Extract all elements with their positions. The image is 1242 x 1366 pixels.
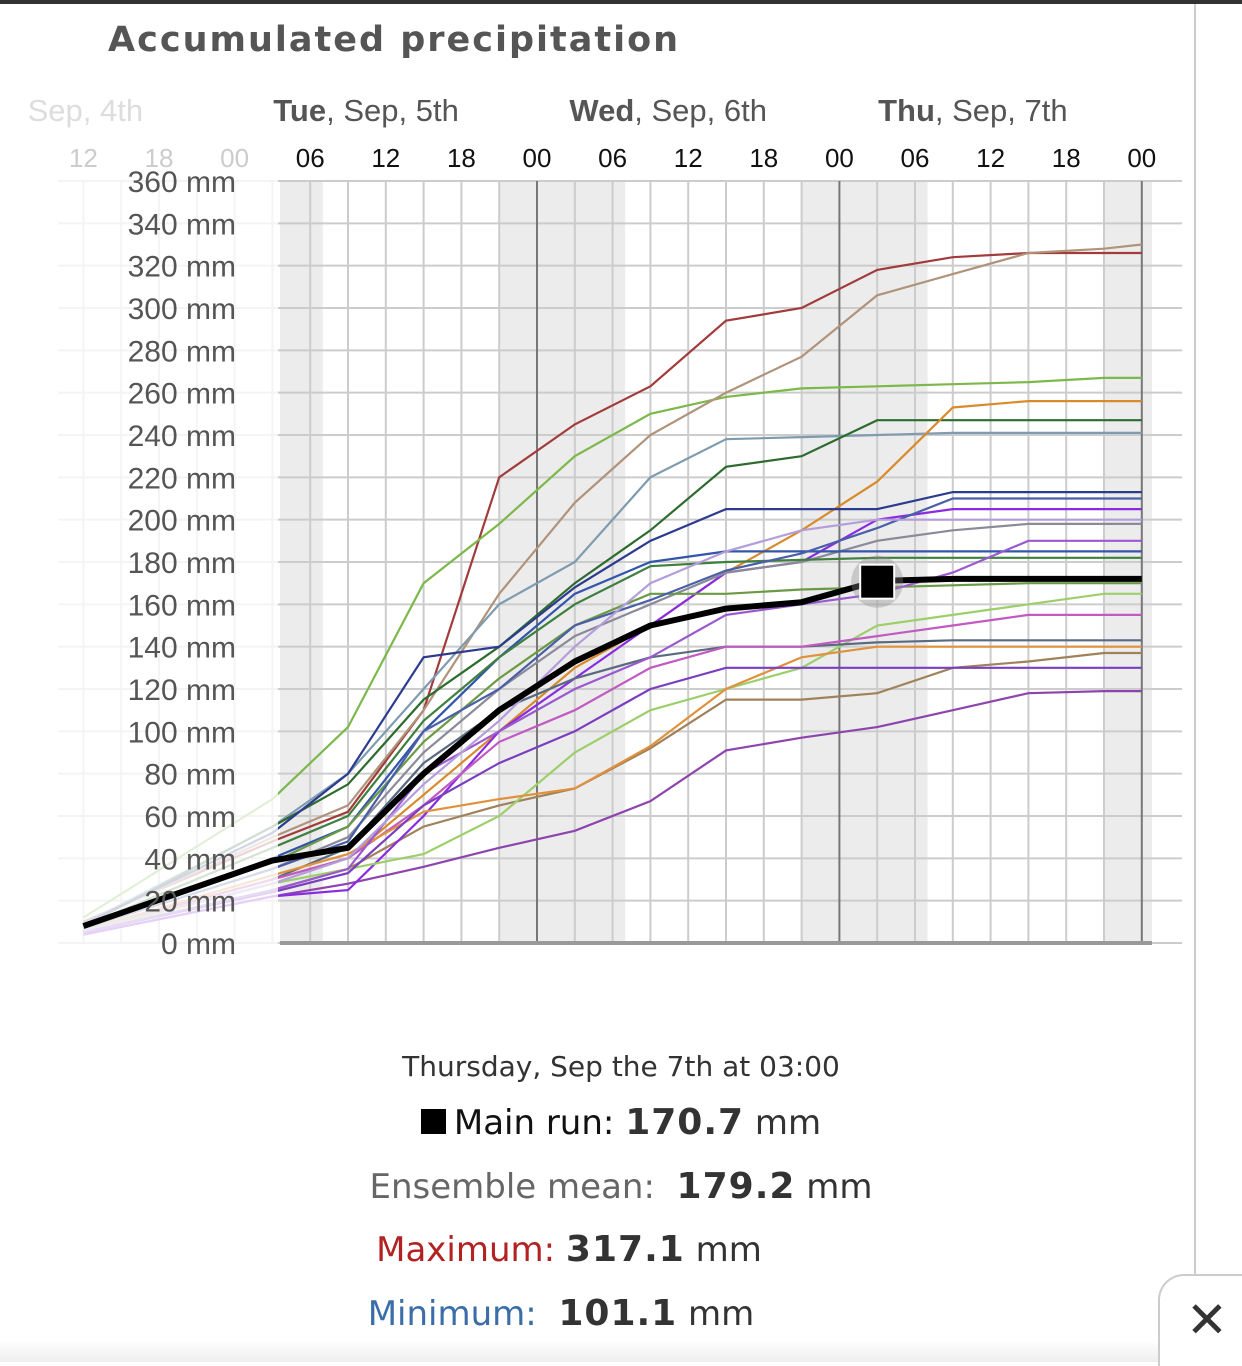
- ensemble-members: [82, 243, 1142, 936]
- ensemble-member-line: [82, 419, 1142, 928]
- close-button[interactable]: ✕: [1158, 1274, 1242, 1366]
- x-tick-label: 12: [976, 143, 1005, 173]
- x-axis-labels: 12 18 00 06 12 18 00 06 12 18 00 06 12 18 00 Sep, 4th Tu…: [28, 93, 1157, 173]
- y-tick-label: 100 mm: [128, 716, 236, 749]
- x-tick-label: 06: [901, 143, 930, 173]
- panel-right-border: [1194, 4, 1196, 1276]
- y-tick-label: 120 mm: [128, 674, 236, 707]
- ensemble-member-line: [83, 582, 1142, 930]
- mean-unit: mm: [806, 1167, 873, 1207]
- y-tick-label: 20 mm: [144, 886, 236, 919]
- ensemble-member-line: [83, 666, 1142, 934]
- y-tick-label: 220 mm: [128, 462, 236, 495]
- main-run-square-icon: [420, 1109, 446, 1134]
- bottom-edge: [0, 1340, 1160, 1362]
- tooltip-min: Minimum: 101.1 mm: [0, 1293, 1182, 1334]
- tooltip-max: Maximum: 317.1 mm: [0, 1229, 1190, 1270]
- main-run-label: Main run:: [453, 1103, 615, 1143]
- day-label-date: Sep, 4th: [28, 93, 143, 128]
- x-tick-label: 06: [296, 143, 325, 173]
- ensemble-member-line: [82, 431, 1142, 925]
- ensemble-member-line: [83, 508, 1142, 936]
- day-label-weekday: Wed: [569, 93, 634, 128]
- x-tick-label: 00: [1127, 143, 1156, 173]
- x-tick-label: 18: [145, 143, 174, 173]
- y-tick-label: 140 mm: [128, 632, 236, 665]
- ensemble-member-line: [82, 251, 1142, 923]
- close-x-icon: ✕: [1186, 1291, 1228, 1349]
- day-label-date: , Sep, 7th: [935, 93, 1068, 128]
- main-run-marker: [859, 563, 896, 600]
- x-tick-label: 18: [447, 143, 476, 173]
- top-border: [0, 0, 1242, 4]
- day-label: Sep, 4th: [28, 93, 143, 128]
- y-tick-label: 200 mm: [128, 505, 236, 538]
- min-label: Minimum:: [367, 1294, 537, 1334]
- y-tick-label: 240 mm: [128, 420, 236, 453]
- max-value: 317.1: [565, 1229, 685, 1270]
- ensemble-member-line: [83, 690, 1142, 936]
- y-tick-label: 320 mm: [128, 251, 236, 284]
- y-tick-label: 280 mm: [128, 335, 236, 368]
- x-tick-label: 12: [371, 143, 400, 173]
- ensemble-member-line: [82, 491, 1142, 925]
- main-run-unit: mm: [754, 1103, 822, 1143]
- ensemble-member-line: [83, 497, 1142, 930]
- main-run-value: 170.7: [625, 1102, 745, 1143]
- y-tick-label: 300 mm: [128, 293, 236, 326]
- x-tick-label: 12: [674, 143, 703, 173]
- past-fade-overlay: [40, 170, 278, 960]
- min-unit: mm: [688, 1294, 755, 1334]
- tooltip-mean: Ensemble mean: 179.2 mm: [0, 1166, 1242, 1207]
- y-tick-label: 180 mm: [128, 547, 236, 580]
- mean-label: Ensemble mean:: [369, 1167, 655, 1207]
- main-run-series: [82, 555, 1142, 929]
- x-tick-label: 06: [598, 143, 627, 173]
- chart-title: Accumulated precipitation: [108, 20, 681, 60]
- tooltip-main-run: Main run: 170.7 mm: [0, 1102, 1242, 1143]
- precipitation-chart[interactable]: 0 mm 20 mm 40 mm 60 mm 80 mm 100 mm 120 mm 140 …: [0, 0, 1242, 1010]
- ensemble-member-line: [83, 550, 1142, 928]
- y-tick-label: 160 mm: [128, 589, 236, 622]
- y-tick-label: 80 mm: [144, 759, 236, 792]
- x-tick-label: 00: [220, 143, 249, 173]
- day-label: Wed, Sep, 6th: [569, 93, 767, 128]
- ensemble-member-line: [82, 243, 1142, 925]
- ensemble-member-line: [83, 592, 1142, 934]
- min-value: 101.1: [558, 1293, 678, 1334]
- y-tick-label: 0 mm: [161, 928, 236, 961]
- ensemble-member-line: [82, 376, 1142, 919]
- ensemble-member-line: [82, 556, 1142, 928]
- ensemble-member-line: [83, 518, 1142, 932]
- main-run-line: [82, 575, 1142, 929]
- y-tick-label: 60 mm: [144, 801, 236, 834]
- x-tick-label: 18: [1052, 143, 1081, 173]
- max-label: Maximum:: [376, 1230, 556, 1270]
- day-label-weekday: Thu: [878, 93, 935, 128]
- day-label-date: , Sep, 6th: [634, 93, 767, 128]
- tooltip-time: Thursday, Sep the 7th at 03:00: [402, 1050, 840, 1083]
- day-label: Tue, Sep, 5th: [273, 93, 459, 128]
- y-tick-label: 360 mm: [128, 166, 236, 199]
- day-label-weekday: Tue: [273, 93, 326, 128]
- x-tick-label: 00: [825, 143, 854, 173]
- ensemble-member-line: [83, 613, 1142, 932]
- x-tick-label: 12: [69, 143, 98, 173]
- max-unit: mm: [695, 1230, 762, 1270]
- day-label-date: , Sep, 5th: [326, 93, 459, 128]
- day-label: Thu, Sep, 7th: [878, 93, 1068, 128]
- mean-value: 179.2: [676, 1166, 796, 1207]
- x-tick-label: 18: [749, 143, 778, 173]
- y-axis-labels: 0 mm 20 mm 40 mm 60 mm 80 mm 100 mm 120 mm 140 …: [128, 166, 236, 961]
- x-tick-label: 00: [523, 143, 552, 173]
- y-tick-label: 260 mm: [128, 378, 236, 411]
- y-tick-label: 340 mm: [128, 208, 236, 241]
- y-tick-label: 40 mm: [144, 843, 236, 876]
- ensemble-member-line: [83, 539, 1142, 934]
